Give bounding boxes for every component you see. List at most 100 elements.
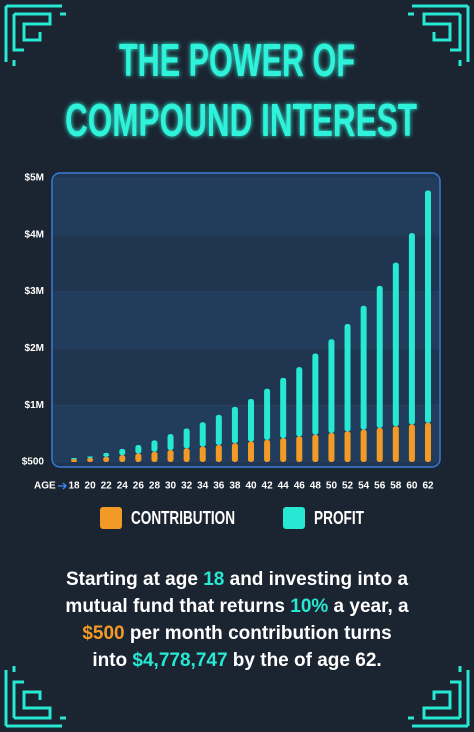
caption-line: into $4,778,747 by the of age 62. xyxy=(92,650,381,671)
bar-segment xyxy=(344,323,351,432)
x-tick-label: 46 xyxy=(294,481,306,492)
caption-text: mutual fund that returns xyxy=(65,596,290,617)
legend-label: CONTRIBUTION xyxy=(131,508,235,528)
bar-segment xyxy=(199,446,206,462)
bar-segment xyxy=(408,424,415,462)
bar-segment xyxy=(296,367,303,437)
caption-line: Starting at age 18 and investing into a xyxy=(66,569,409,590)
x-tick-label: 30 xyxy=(165,481,177,492)
x-tick-label: 32 xyxy=(181,481,193,492)
x-tick-label: 36 xyxy=(213,481,225,492)
x-tick-label: 22 xyxy=(101,481,113,492)
bar-segment xyxy=(87,456,94,459)
caption-text: and investing into a xyxy=(224,569,408,590)
y-tick-label: $3M xyxy=(25,286,44,297)
x-tick-label: 24 xyxy=(117,481,129,492)
bar-segment xyxy=(199,422,206,447)
x-tick-label: 38 xyxy=(229,481,241,492)
bar-segment xyxy=(328,433,335,462)
x-tick-label: 44 xyxy=(278,481,290,492)
bar-segment xyxy=(71,459,77,462)
title-line: COMPOUND INTEREST xyxy=(65,94,417,146)
x-tick-label: 40 xyxy=(245,481,257,492)
bar-segment xyxy=(376,427,383,462)
bar-segment xyxy=(103,456,110,462)
x-tick-label: 26 xyxy=(133,481,145,492)
bar-segment xyxy=(425,190,431,423)
x-tick-label: 48 xyxy=(310,481,322,492)
bar-segment xyxy=(344,431,351,462)
caption-highlight: $4,778,747 xyxy=(132,650,227,671)
caption-text: Starting at age xyxy=(66,569,203,590)
bar-segment xyxy=(312,353,319,435)
bar-segment xyxy=(183,428,190,449)
bar-segment xyxy=(167,434,174,451)
bar-segment xyxy=(425,422,431,462)
y-tick-label: $500 xyxy=(22,457,45,468)
grid-band xyxy=(53,291,439,349)
x-tick-label: 56 xyxy=(374,481,386,492)
title-line: THE POWER OF xyxy=(119,34,355,86)
bar-segment xyxy=(135,444,142,454)
plot xyxy=(53,177,439,463)
x-tick-label: 62 xyxy=(422,481,434,492)
x-tick-label: 52 xyxy=(342,481,354,492)
caption-highlight: 10% xyxy=(290,596,328,617)
bar-segment xyxy=(328,339,335,434)
grid-band xyxy=(53,178,439,235)
caption-text: by the of age 62. xyxy=(228,650,382,671)
bar-segment xyxy=(215,414,222,445)
axis-arrow xyxy=(58,482,67,490)
grid-band xyxy=(53,405,439,462)
bar-segment xyxy=(408,233,415,425)
caption-text: into xyxy=(92,650,132,671)
bar-segment xyxy=(360,305,367,430)
y-tick-label: $1M xyxy=(25,400,44,411)
bar-segment xyxy=(87,458,94,462)
x-tick-label: 42 xyxy=(262,481,274,492)
caption-line: mutual fund that returns 10% a year, a xyxy=(65,596,409,617)
bar-segment xyxy=(264,388,271,440)
legend-label: PROFIT xyxy=(314,508,364,528)
bar-segment xyxy=(183,448,190,462)
y-tick-label: $2M xyxy=(25,343,44,354)
caption-line: $500 per month contribution turns xyxy=(82,623,391,644)
bar-segment xyxy=(135,453,142,462)
bar-segment xyxy=(360,429,367,462)
bar-segment xyxy=(248,441,254,462)
x-axis-label: AGE xyxy=(34,481,56,492)
caption: Starting at age 18 and investing into a m… xyxy=(65,569,409,671)
bar-segment xyxy=(151,440,158,452)
bar-segment xyxy=(312,434,319,462)
x-tick-label: 54 xyxy=(358,481,370,492)
x-tick-label: 50 xyxy=(326,481,338,492)
bar-segment xyxy=(119,455,126,462)
bar-segment xyxy=(392,426,399,462)
bar-segment xyxy=(248,398,254,442)
x-tick-label: 58 xyxy=(390,481,402,492)
bar-segment xyxy=(167,450,174,462)
bar-segment xyxy=(103,452,110,457)
legend: CONTRIBUTION PROFIT xyxy=(100,507,364,529)
bar-segment xyxy=(264,439,271,462)
bar-segment xyxy=(392,262,399,427)
caption-highlight: $500 xyxy=(82,623,124,644)
y-tick-label: $5M xyxy=(25,173,44,184)
x-tick-label: 18 xyxy=(68,481,80,492)
bar-segment xyxy=(376,285,383,428)
legend-swatch xyxy=(283,507,305,529)
x-tick-label: 28 xyxy=(149,481,161,492)
bar-segment xyxy=(119,448,126,456)
caption-text: per month contribution turns xyxy=(125,623,392,644)
bar-segment xyxy=(280,438,287,462)
bar-segment xyxy=(280,377,287,439)
bar-segment xyxy=(151,451,158,462)
legend-swatch xyxy=(100,507,122,529)
x-tick-label: 20 xyxy=(85,481,97,492)
x-tick-label: 34 xyxy=(197,481,209,492)
bar-segment xyxy=(231,406,238,444)
bar-segment xyxy=(215,444,222,462)
bar-segment xyxy=(296,436,303,462)
x-tick-label: 60 xyxy=(406,481,418,492)
